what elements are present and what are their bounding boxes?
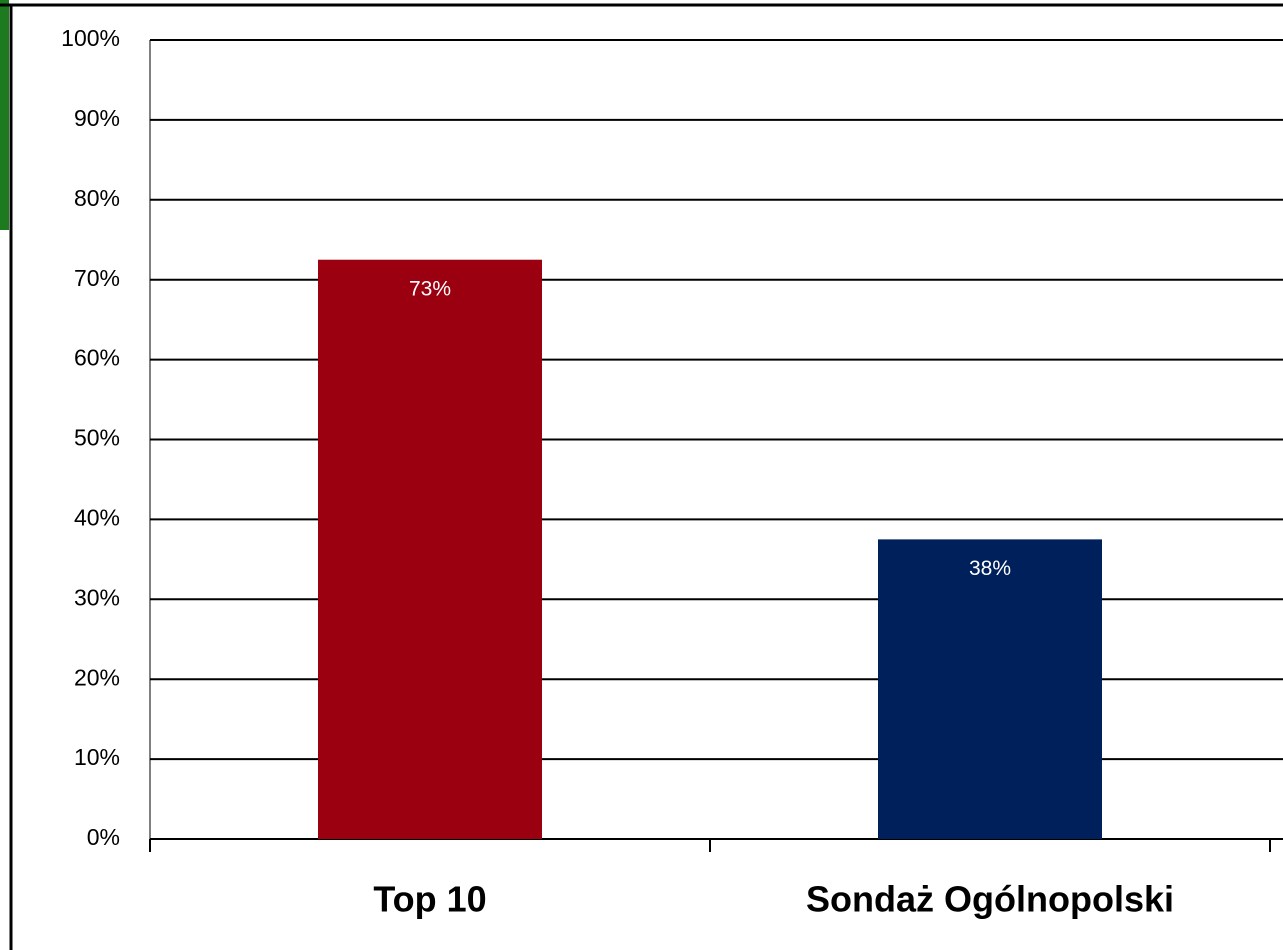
y-tick-label: 40% xyxy=(74,504,120,530)
y-tick-label: 10% xyxy=(74,744,120,770)
y-tick-label: 0% xyxy=(87,824,120,850)
y-tick-label: 60% xyxy=(74,345,120,371)
y-tick-label: 70% xyxy=(74,265,120,291)
y-tick-label: 80% xyxy=(74,185,120,211)
value-label: 38% xyxy=(969,557,1011,580)
bar xyxy=(318,259,542,840)
x-tick-label: Sondaż Ogólnopolski xyxy=(806,879,1174,920)
y-tick-label: 90% xyxy=(74,105,120,131)
side-accent xyxy=(0,0,9,230)
y-tick-label: 30% xyxy=(74,584,120,610)
x-tick-label: Top 10 xyxy=(373,879,486,920)
y-tick-label: 50% xyxy=(74,425,120,451)
y-tick-label: 100% xyxy=(61,25,120,51)
value-label: 73% xyxy=(409,277,451,300)
bar xyxy=(878,539,1102,839)
y-tick-label: 20% xyxy=(74,664,120,690)
